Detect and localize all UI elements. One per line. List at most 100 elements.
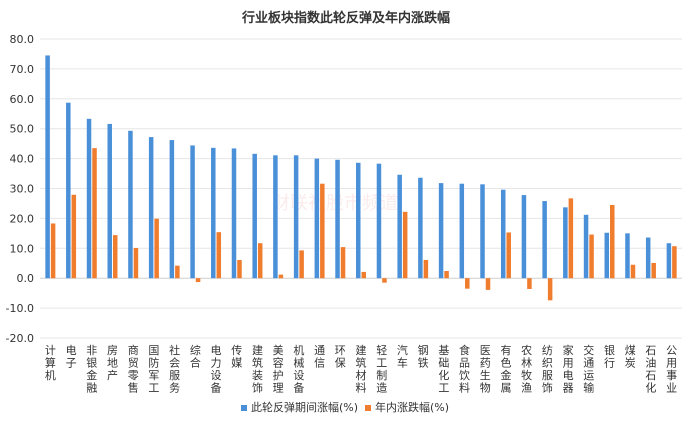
bar-ytd (340, 247, 346, 279)
x-tick-label: 纺织服饰 (542, 343, 553, 395)
x-tick-label: 国防军工 (148, 344, 159, 395)
bar-rebound (521, 195, 527, 279)
y-tick-label: 70.0 (10, 63, 35, 76)
x-tick-label: 机械设备 (293, 343, 304, 395)
bar-ytd (92, 148, 97, 279)
bar-rebound (66, 102, 71, 279)
x-tick-label: 建筑材料 (356, 343, 367, 395)
bar-ytd (71, 194, 77, 279)
y-tick-label: 60.0 (10, 93, 35, 106)
bar-ytd (112, 235, 118, 279)
bar-ytd (651, 262, 656, 279)
y-tick-label: 80.0 (10, 33, 35, 46)
gridlines (40, 38, 682, 339)
bar-rebound (376, 163, 382, 279)
bar-ytd (465, 278, 470, 289)
legend-label-rebound: 此轮反弹期间涨幅(%) (251, 400, 358, 414)
bar-rebound (438, 183, 444, 279)
bar-rebound (86, 118, 92, 279)
bar-rebound (128, 130, 133, 279)
bar-ytd (50, 223, 56, 279)
x-tick-label: 食品饮料 (459, 343, 470, 395)
x-tick-label: 轻工制造 (376, 343, 387, 395)
bars (45, 55, 677, 301)
bar-ytd (175, 265, 180, 279)
bar-rebound (397, 174, 402, 279)
y-axis: 80.0 70.0 60.0 50.0 40.0 30.0 20.0 10.0 0.0 -10.0… (6, 33, 34, 345)
bar-ytd (485, 278, 491, 290)
legend: 此轮反弹期间涨幅(%) 年内涨跌幅(%) (241, 400, 449, 414)
bar-rebound (666, 243, 672, 279)
x-tick-label: 环保 (335, 344, 346, 370)
x-tick-label: 建筑装饰 (252, 343, 263, 395)
bar-ytd (547, 278, 553, 301)
x-tick-label: 交通运输 (583, 343, 594, 395)
bar-rebound (480, 184, 485, 279)
bar-rebound (625, 233, 630, 279)
y-tick-label: 30.0 (10, 183, 35, 196)
y-tick-label: 10.0 (10, 242, 35, 255)
x-tick-label: 有色金属 (500, 343, 511, 395)
x-tick-label: 煤炭 (625, 344, 636, 370)
bar-ytd (278, 274, 284, 279)
bar-ytd (610, 204, 615, 279)
y-tick-label: 50.0 (10, 123, 35, 136)
bar-ytd (216, 232, 222, 279)
bar-ytd (527, 278, 532, 289)
bar-ytd (589, 234, 594, 279)
bar-ytd (195, 278, 201, 283)
bar-rebound (314, 158, 320, 279)
bar-ytd (361, 271, 366, 279)
bar-rebound (563, 207, 568, 279)
x-tick-label: 非银金融 (86, 344, 97, 395)
x-tick-label: 商贸零售 (128, 343, 139, 395)
bar-rebound (418, 177, 423, 279)
bar-rebound (356, 162, 361, 279)
bar-rebound (542, 201, 547, 279)
legend-swatch-rebound (241, 405, 247, 411)
chart-title: 行业板块指数此轮反弹及年内涨跌幅 (241, 10, 450, 26)
x-axis: 计算机电子非银金融房地产商贸零售国防军工社会服务综合电力设备传媒建筑装饰美容护理… (45, 343, 677, 395)
bar-rebound (293, 155, 299, 279)
bar-rebound (169, 140, 175, 279)
y-tick-label: -20.0 (6, 332, 34, 345)
x-tick-label: 医药生物 (480, 344, 491, 395)
bar-rebound (211, 147, 216, 279)
bar-rebound (107, 123, 112, 279)
x-tick-label: 电力设备 (211, 344, 222, 395)
bar-ytd (423, 259, 429, 279)
y-tick-label: 20.0 (10, 212, 35, 225)
bar-rebound (583, 214, 589, 279)
bar-ytd (444, 271, 449, 279)
bar-rebound (231, 148, 237, 279)
x-tick-label: 家用电器 (563, 343, 574, 395)
bar-rebound (500, 189, 506, 279)
bar-ytd (402, 211, 408, 279)
bar-ytd (154, 218, 159, 279)
y-tick-label: 40.0 (10, 153, 35, 166)
legend-label-ytd: 年内涨跌幅(%) (375, 400, 449, 414)
x-tick-label: 基础化工 (438, 344, 449, 395)
x-tick-label: 钢铁 (418, 344, 429, 370)
bar-rebound (252, 153, 257, 279)
watermark-text: 财联社股市频道 (272, 193, 398, 214)
bar-ytd (257, 243, 263, 279)
x-tick-label: 传媒 (231, 344, 242, 370)
y-tick-label: -10.0 (6, 302, 34, 315)
bar-ytd (568, 198, 574, 279)
bar-rebound (459, 183, 465, 279)
x-tick-label: 房地产 (107, 344, 118, 382)
bar-rebound (45, 55, 50, 279)
legend-swatch-ytd (365, 405, 371, 411)
bar-ytd (672, 246, 677, 279)
bar-rebound (273, 155, 278, 279)
bar-ytd (630, 264, 636, 279)
bar-rebound (604, 232, 610, 279)
x-tick-label: 通信 (314, 344, 325, 370)
bar-rebound (148, 137, 154, 279)
bar-ytd (299, 250, 304, 279)
bar-rebound (335, 159, 340, 279)
x-tick-label: 社会服务 (169, 343, 180, 395)
